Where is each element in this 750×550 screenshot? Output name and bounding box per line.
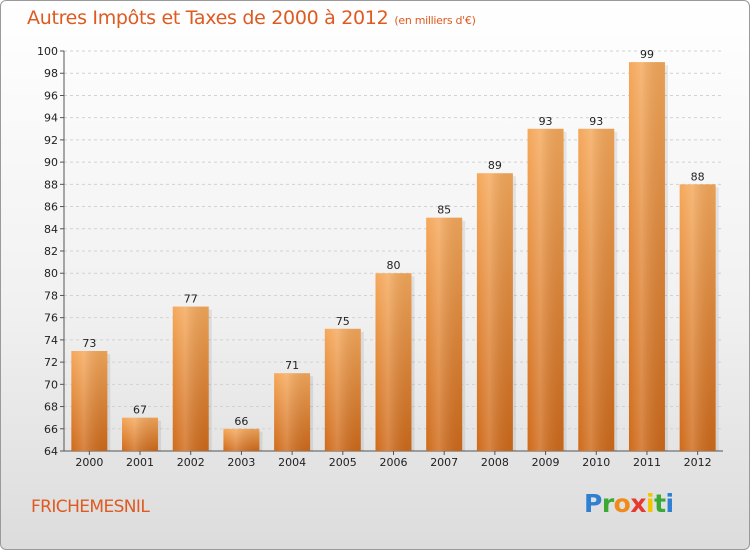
x-axis-ticks: 2000 2001 2002 2003 2004 2005 2006 2007 2008 2009… — [75, 451, 712, 469]
data-label: 71 — [285, 359, 299, 372]
x-tick-label: 2010 — [582, 456, 610, 469]
proxiti-logo: Proxiti — [584, 489, 674, 518]
data-label: 89 — [488, 159, 502, 172]
chart-unit: (en milliers d'€) — [394, 14, 476, 27]
data-label: 73 — [82, 337, 96, 350]
data-label: 77 — [184, 293, 198, 306]
y-tick-label: 74 — [44, 334, 58, 347]
data-label: 67 — [133, 404, 147, 417]
bar-shine — [172, 306, 209, 451]
x-tick-label: 2012 — [684, 456, 712, 469]
bars: 73 67 77 66 71 75 80 85 89 93 93 99 88 — [71, 48, 719, 452]
y-tick-label: 68 — [44, 401, 58, 414]
data-label: 85 — [437, 204, 451, 217]
y-tick-label: 88 — [44, 178, 58, 191]
bar-shine — [375, 273, 412, 451]
bar-shine — [71, 351, 108, 451]
x-tick-label: 2003 — [227, 456, 255, 469]
data-label: 75 — [336, 315, 350, 328]
y-tick-label: 80 — [44, 267, 58, 280]
y-tick-label: 82 — [44, 245, 58, 258]
x-tick-label: 2011 — [633, 456, 661, 469]
y-tick-label: 78 — [44, 289, 58, 302]
bar-shine — [679, 184, 716, 452]
chart-title: Autres Impôts et Taxes de 2000 à 2012 (en… — [27, 7, 476, 29]
logo-letter: r — [601, 489, 614, 518]
bar-shine — [274, 373, 311, 451]
location-name: FRICHEMESNIL — [31, 497, 150, 517]
x-tick-label: 2008 — [481, 456, 509, 469]
logo-letter: P — [584, 489, 602, 518]
y-tick-label: 94 — [44, 112, 58, 125]
chart-title-text: Autres Impôts et Taxes de 2000 à 2012 — [27, 7, 389, 29]
x-tick-label: 2005 — [329, 456, 357, 469]
bar-shine — [426, 217, 463, 451]
x-tick-label: 2002 — [177, 456, 205, 469]
x-tick-label: 2006 — [380, 456, 408, 469]
logo-letter: i — [646, 489, 655, 518]
bar-shine — [223, 428, 260, 451]
y-tick-label: 90 — [44, 156, 58, 169]
y-tick-label: 66 — [44, 423, 58, 436]
y-axis-ticks: 64 66 68 70 72 74 76 78 80 82 84 86 88 90 92 94 96 98 100 — [37, 45, 64, 458]
bar-shine — [527, 128, 564, 451]
y-tick-label: 70 — [44, 378, 58, 391]
x-tick-label: 2000 — [75, 456, 103, 469]
y-tick-label: 92 — [44, 134, 58, 147]
data-label: 93 — [589, 115, 603, 128]
data-label: 93 — [539, 115, 553, 128]
logo-letter: x — [630, 489, 646, 518]
bar-shine — [578, 128, 615, 451]
y-tick-label: 76 — [44, 312, 58, 325]
y-tick-label: 96 — [44, 89, 58, 102]
y-tick-label: 86 — [44, 201, 58, 214]
data-label: 99 — [640, 48, 654, 61]
bar-shine — [324, 328, 361, 451]
y-tick-label: 72 — [44, 356, 58, 369]
x-tick-label: 2007 — [430, 456, 458, 469]
logo-letter: t — [654, 489, 666, 518]
data-label: 66 — [234, 415, 248, 428]
x-tick-label: 2004 — [278, 456, 306, 469]
bar-shine — [476, 173, 513, 451]
data-label: 80 — [387, 259, 401, 272]
logo-letter: i — [665, 489, 675, 518]
y-tick-label: 64 — [44, 445, 58, 458]
logo-letter: o — [613, 489, 631, 518]
bar-shine — [628, 62, 665, 451]
y-tick-label: 100 — [37, 45, 58, 58]
x-tick-label: 2001 — [126, 456, 154, 469]
y-tick-label: 84 — [44, 223, 58, 236]
data-label: 88 — [691, 170, 705, 183]
bar-shine — [122, 417, 159, 451]
x-tick-label: 2009 — [532, 456, 560, 469]
y-tick-label: 98 — [44, 67, 58, 80]
